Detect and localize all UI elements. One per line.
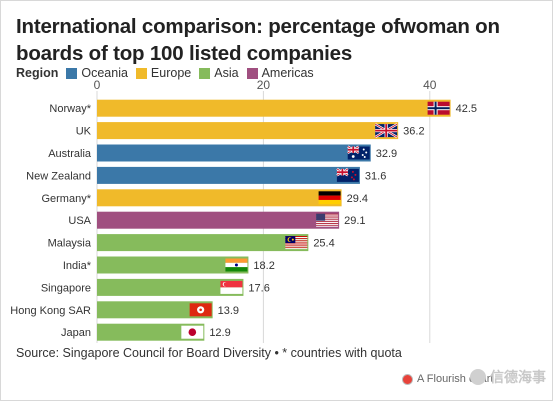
bar (97, 211, 340, 229)
category-label: India* (63, 260, 92, 272)
category-label: UK (76, 126, 92, 138)
category-label: Germany* (41, 193, 91, 205)
new-zealand-flag-icon (336, 167, 359, 182)
watermark-text: 信德海事 (490, 369, 546, 385)
bar (97, 144, 371, 162)
legend-swatch-europe (135, 67, 147, 79)
legend-swatch-americas (246, 67, 258, 79)
legend-label-europe: Europe (150, 66, 192, 80)
x-tick-label: 40 (423, 78, 437, 92)
value-label: 25.4 (313, 238, 334, 250)
legend-item-americas[interactable]: Americas (246, 66, 314, 80)
chart-title: International comparison: percentage ofw… (16, 15, 500, 65)
legend-label-asia: Asia (214, 66, 239, 80)
flourish-logo-icon (402, 373, 413, 385)
value-label: 36.2 (403, 126, 424, 138)
value-label: 31.6 (365, 170, 386, 182)
legend-swatch-oceania (66, 67, 78, 79)
malaysia-flag-icon (285, 236, 308, 250)
value-label: 13.9 (218, 305, 239, 317)
hong-kong-flag-icon (189, 303, 212, 317)
legend-title: Region (16, 66, 59, 80)
category-label: Singapore (41, 282, 91, 294)
category-label: Australia (48, 148, 92, 160)
category-label: USA (68, 215, 91, 227)
bar-chart: 0 20 40 Norway* 42.5 UK 36.2 Australia 32.9 New Z… (10, 78, 477, 343)
singapore-flag-icon (220, 280, 243, 294)
bar (97, 99, 451, 117)
japan-flag-icon (181, 325, 204, 339)
bar (97, 278, 244, 296)
bar (97, 189, 342, 207)
value-label: 29.4 (347, 193, 368, 205)
legend-swatch-asia (199, 67, 211, 79)
uk-flag-icon (374, 123, 398, 139)
x-tick-label: 0 (94, 78, 101, 92)
source-note: Source: Singapore Council for Board Dive… (16, 346, 402, 360)
legend-item-oceania[interactable]: Oceania (66, 66, 128, 80)
legend: Region Oceania Europe Asia Americas (16, 65, 322, 81)
category-label: Japan (61, 327, 91, 339)
value-label: 29.1 (344, 215, 365, 227)
value-label: 17.6 (248, 282, 269, 294)
legend-item-asia[interactable]: Asia (199, 66, 239, 80)
wechat-logo-icon (470, 369, 486, 385)
bar (97, 323, 205, 341)
legend-label-oceania: Oceania (81, 66, 128, 80)
bar (97, 166, 360, 184)
watermark: 信德海事 (470, 367, 546, 387)
legend-label-americas: Americas (261, 66, 314, 80)
usa-flag-icon (316, 213, 339, 227)
value-label: 42.5 (456, 103, 477, 115)
bar (97, 256, 249, 274)
value-label: 32.9 (376, 148, 397, 160)
category-label: Norway* (49, 103, 91, 115)
norway-flag-icon (427, 101, 450, 115)
value-label: 18.2 (253, 260, 274, 272)
legend-item-europe[interactable]: Europe (135, 66, 192, 80)
bar (97, 234, 309, 252)
india-flag-icon (225, 258, 248, 272)
x-tick-label: 20 (257, 78, 271, 92)
category-label: Hong Kong SAR (10, 305, 91, 317)
germany-flag-icon (318, 191, 341, 205)
bar (97, 122, 399, 140)
australia-flag-icon (347, 145, 370, 160)
value-label: 12.9 (209, 327, 230, 339)
bar (97, 301, 213, 319)
category-label: Malaysia (48, 238, 92, 250)
category-label: New Zealand (26, 170, 91, 182)
